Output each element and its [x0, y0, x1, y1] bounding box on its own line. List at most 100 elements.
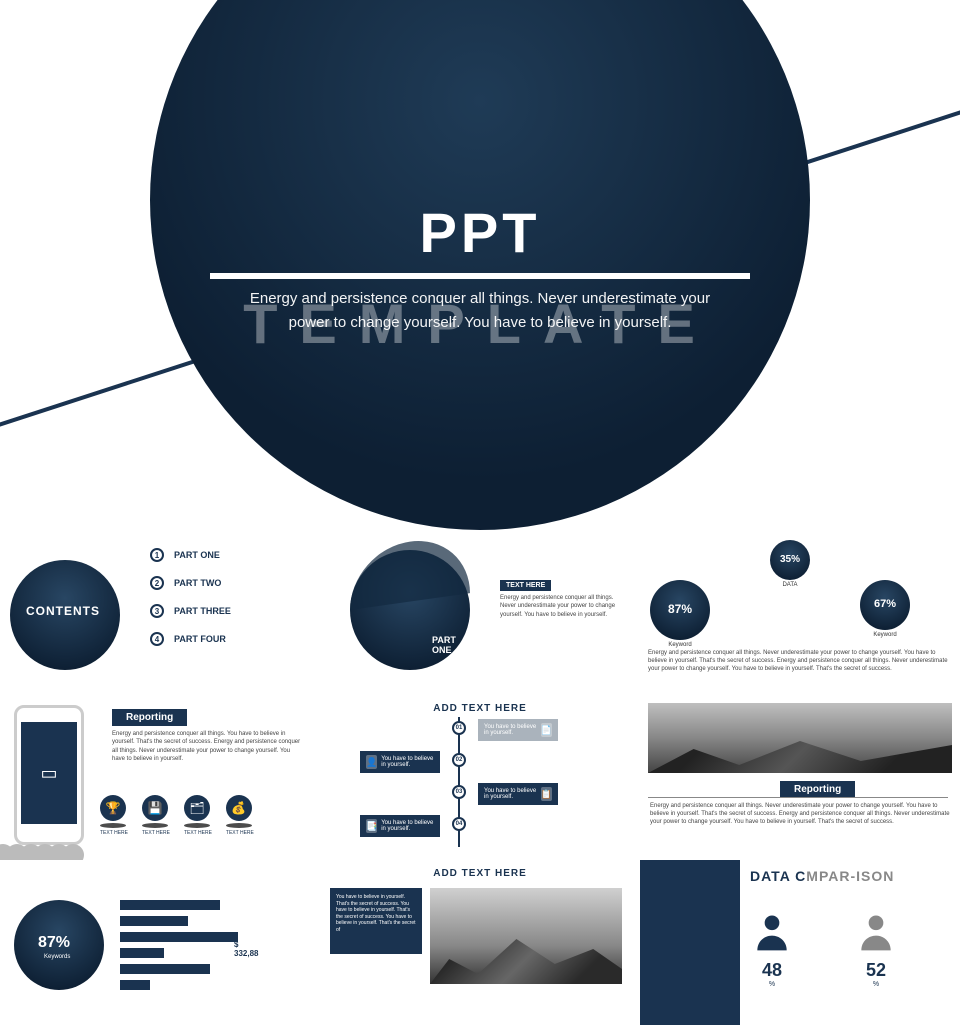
navy-panel	[640, 860, 740, 1025]
icon-label: TEXT HERE	[100, 830, 128, 836]
stat-pct: 67%	[860, 598, 910, 610]
photo-placeholder	[430, 888, 622, 984]
timeline-bubble: 👤 You have to believe in yourself.	[360, 751, 440, 773]
stat-kw: Keyword	[650, 642, 710, 648]
slide-title: ADD TEXT HERE	[320, 868, 640, 879]
slide-timeline: ADD TEXT HERE 01 02 03 04 You have to be…	[320, 695, 640, 860]
part-row: 2 PART TWO	[150, 576, 231, 590]
slide-part-one: PART ONE TEXT HERE Energy and persistenc…	[320, 530, 640, 695]
bar	[120, 900, 220, 910]
amount-label: $332,88	[234, 940, 258, 958]
timeline-bubble: 📑 You have to believe in yourself.	[360, 815, 440, 837]
part-row: 1 PART ONE	[150, 548, 231, 562]
part-label: PART TWO	[174, 578, 221, 588]
timeline-bubble: You have to believe in yourself. 📋	[478, 783, 558, 805]
text-box: You have to believe in yourself. That's …	[330, 888, 422, 954]
bar	[120, 916, 188, 926]
reporting-block: Reporting Energy and persistence conquer…	[112, 709, 302, 764]
bubble-text: You have to believe in yourself.	[381, 820, 434, 832]
hero-title-top: PPT	[0, 200, 960, 265]
bubble-text: You have to believe in yourself.	[381, 756, 434, 768]
clipboard-icon: 📋	[541, 787, 552, 801]
person-icon	[854, 910, 898, 954]
part-one-text: TEXT HERE Energy and persistence conquer…	[500, 580, 620, 619]
stat-para: Energy and persistence conquer all thing…	[648, 650, 948, 673]
chat-icon: ▭	[40, 763, 57, 784]
part-label: PART THREE	[174, 606, 231, 616]
reporting-body: Energy and persistence conquer all thing…	[112, 730, 302, 764]
hero-title-bottom: TEMPLATE	[0, 291, 960, 356]
part-row: 4 PART FOUR	[150, 632, 231, 646]
reporting-body: Energy and persistence conquer all thing…	[650, 803, 950, 826]
bar	[120, 964, 210, 974]
reporting-head: Reporting	[112, 709, 187, 726]
disk-icon: 💾	[142, 795, 168, 821]
bubble-text: You have to believe in yourself.	[484, 788, 537, 800]
stat-circle: 87% Keyword	[650, 580, 710, 648]
pct-value: 87%	[38, 934, 70, 952]
thumbnail-grid: CONTENTS 1 PART ONE 2 PART TWO 3 PART THREE…	[0, 530, 960, 1025]
slide-photo-box: ADD TEXT HERE You have to believe in you…	[320, 860, 640, 1025]
icon-row: 🏆 TEXT HERE 💾 TEXT HERE 🗂TEXT HERE 💰 TEXT H…	[100, 795, 254, 836]
contents-list: 1 PART ONE 2 PART TWO 3 PART THREE 4 PART FO…	[150, 548, 231, 660]
text-head: TEXT HERE	[500, 580, 551, 591]
content-row: You have to believe in yourself. That's …	[330, 888, 622, 984]
hero-slide: PPT Energy and persistence conquer all t…	[0, 0, 960, 530]
part-num: 1	[150, 548, 164, 562]
divider	[648, 797, 948, 798]
icon-label: TEXT HERE	[142, 830, 170, 836]
photo-placeholder	[648, 703, 952, 773]
timeline-bubble: You have to believe in yourself. 📄	[478, 719, 558, 741]
person-num: 48	[750, 960, 794, 981]
timeline-node: 04	[452, 817, 466, 831]
reporting-head: Reporting	[780, 781, 855, 798]
hero-text-block: PPT Energy and persistence conquer all t…	[0, 200, 960, 356]
part-label: PART FOUR	[174, 634, 226, 644]
timeline-node: 01	[452, 721, 466, 735]
doc-icon: 📄	[541, 723, 552, 737]
bar	[120, 932, 238, 942]
stat-pct: 87%	[650, 602, 710, 616]
person-unit: %	[854, 981, 898, 988]
part-num: 3	[150, 604, 164, 618]
hero-divider	[210, 273, 750, 279]
part-one-label: PART ONE	[432, 636, 456, 656]
money-icon: 💰	[226, 795, 252, 821]
stat-circle: 67% Keyword	[860, 580, 910, 638]
part-num: 4	[150, 632, 164, 646]
bubble-text: You have to believe in yourself.	[484, 724, 537, 736]
slide-bars: 87% Keywords $332,88	[0, 860, 320, 1025]
person-num: 52	[854, 960, 898, 981]
trophy-icon: 🏆	[100, 795, 126, 821]
icon-label: TEXT HERE	[184, 830, 212, 836]
person-stat: 48 %	[750, 910, 794, 988]
slide-img-reporting: Reporting Energy and persistence conquer…	[640, 695, 960, 860]
icon-item: 🏆 TEXT HERE	[100, 795, 128, 836]
phone-screen: ▭	[21, 722, 77, 824]
part-row: 3 PART THREE	[150, 604, 231, 618]
bar	[120, 948, 164, 958]
slide-phone-reporting: ▭ Reporting Energy and persistence conqu…	[0, 695, 320, 860]
stat-circle: 35% DATA	[770, 540, 810, 588]
person-unit: %	[750, 981, 794, 988]
stat-kw: Keyword	[860, 632, 910, 638]
pct-kw: Keywords	[44, 954, 70, 960]
reporting-block: Reporting	[780, 781, 855, 798]
slide-contents: CONTENTS 1 PART ONE 2 PART TWO 3 PART THREE…	[0, 530, 320, 695]
stat-kw: DATA	[770, 582, 810, 588]
text-body: Energy and persistence conquer all thing…	[500, 594, 620, 619]
timeline-node: 02	[452, 753, 466, 767]
stat-pct: 35%	[770, 554, 810, 565]
file-icon: 📑	[366, 819, 377, 833]
contents-label: CONTENTS	[26, 604, 106, 618]
slide-stats: 87% Keyword 35% DATA 67% Keyword Energy and…	[640, 530, 960, 695]
part-label: PART ONE	[174, 550, 220, 560]
icon-item: 💰 TEXT HERE	[226, 795, 254, 836]
user-icon: 👤	[366, 755, 377, 769]
icon-label: TEXT HERE	[226, 830, 254, 836]
timeline-title: ADD TEXT HERE	[320, 703, 640, 714]
part-num: 2	[150, 576, 164, 590]
bar	[120, 980, 150, 990]
icon-item: 🗂TEXT HERE	[184, 795, 212, 836]
cloud-shape	[0, 844, 84, 860]
